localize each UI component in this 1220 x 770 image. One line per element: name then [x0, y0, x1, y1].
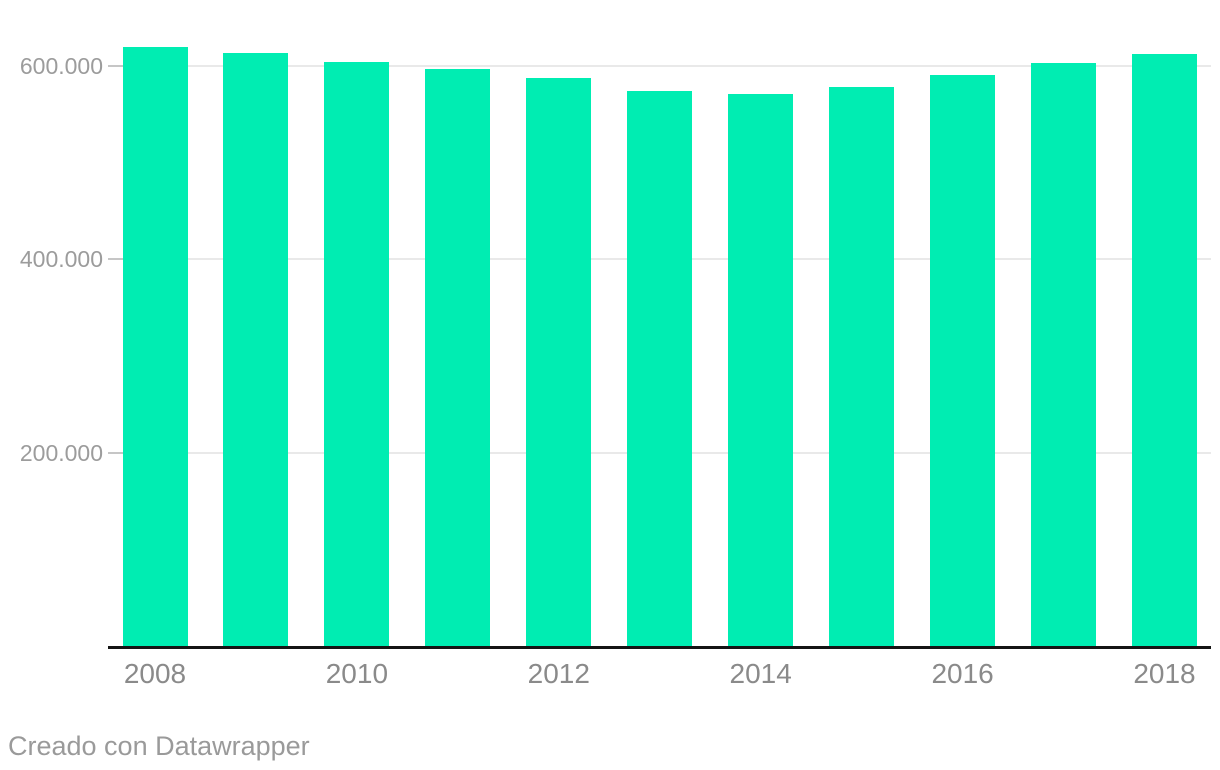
bar-2018: [1132, 53, 1197, 647]
y-tick-label-600000: 600.000: [19, 52, 103, 79]
y-tick-label-400000: 400.000: [19, 246, 103, 273]
x-axis-baseline: [108, 646, 1211, 649]
bar-2011: [425, 69, 491, 647]
bar-2015: [829, 86, 895, 647]
bar-2016: [930, 75, 996, 647]
bar-2010: [324, 61, 390, 647]
y-tick-label-200000: 200.000: [19, 440, 103, 467]
y-tick-mark-400000: [108, 258, 123, 261]
bar-2012: [526, 78, 592, 647]
datawrapper-credit-link[interactable]: Creado con Datawrapper: [8, 731, 310, 761]
x-tick-label-2016: 2016: [931, 658, 994, 689]
y-tick-mark-600000: [108, 64, 123, 67]
bar-2013: [627, 90, 693, 647]
bar-2008: [122, 47, 188, 647]
bar-2014: [728, 93, 794, 647]
bar-2009: [223, 52, 289, 647]
x-tick-label-2018: 2018: [1133, 658, 1196, 689]
y-gridline-600000: [108, 64, 1211, 67]
x-tick-label-2014: 2014: [729, 658, 792, 689]
x-tick-label-2010: 2010: [325, 658, 389, 689]
x-tick-label-2012: 2012: [527, 658, 590, 689]
y-tick-mark-200000: [108, 452, 123, 455]
x-tick-label-2008: 2008: [123, 658, 187, 689]
bar-2017: [1031, 62, 1097, 647]
